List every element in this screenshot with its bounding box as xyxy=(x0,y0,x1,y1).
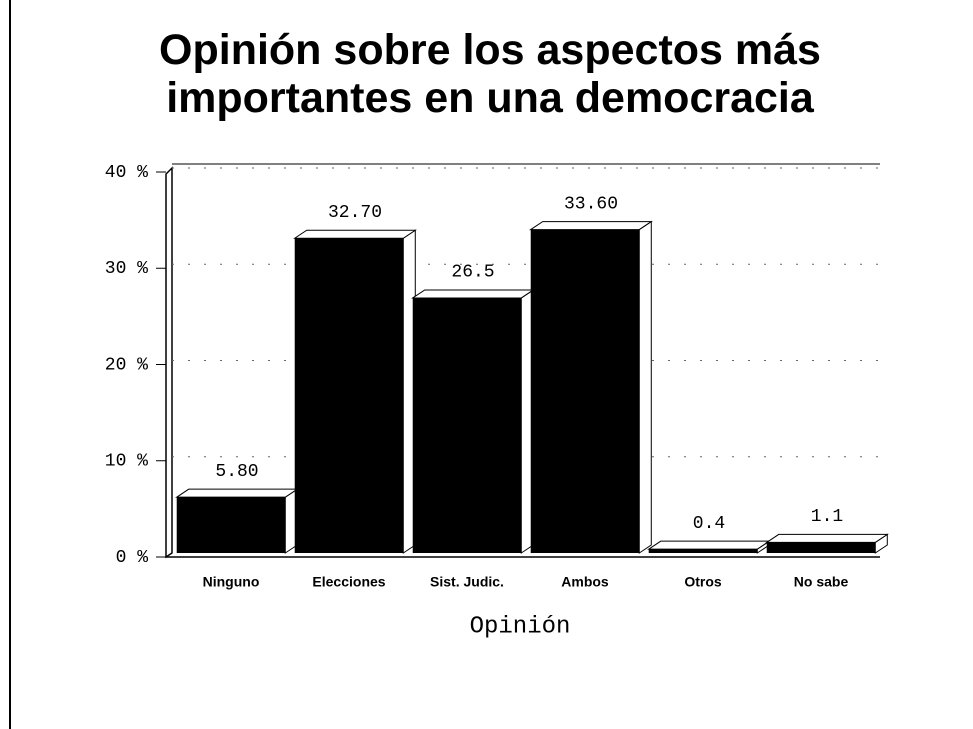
data-label: 32.70 xyxy=(328,203,382,223)
x-tick-label: Ambos xyxy=(561,574,609,590)
chart-title: Opinión sobre los aspectos más important… xyxy=(159,26,821,122)
x-axis-label: Opinión xyxy=(470,613,571,640)
bar-top xyxy=(529,221,653,231)
data-label: 33.60 xyxy=(564,194,618,214)
bar-top xyxy=(647,540,771,550)
bar xyxy=(766,542,876,553)
x-tick-label: Otros xyxy=(684,574,722,590)
x-tick-label: No sabe xyxy=(794,574,849,590)
bar xyxy=(530,229,640,553)
bar-top xyxy=(411,289,535,299)
bar xyxy=(648,549,758,553)
y-axis-wall xyxy=(165,166,173,559)
bar-top xyxy=(175,488,299,498)
x-tick-label: Ninguno xyxy=(203,574,260,590)
bar-top xyxy=(293,229,417,239)
data-label: 0.4 xyxy=(693,514,725,534)
bar xyxy=(412,297,522,553)
x-tick-label: Elecciones xyxy=(312,574,385,590)
data-label: 5.80 xyxy=(215,462,258,482)
data-label: 1.1 xyxy=(811,507,843,527)
x-tick-label: Sist. Judic. xyxy=(430,574,504,590)
bar xyxy=(176,497,286,553)
bar-side xyxy=(638,220,652,554)
y-tick-label: 30 % xyxy=(105,259,148,279)
y-tick-label: 0 % xyxy=(116,548,149,568)
data-label: 26.5 xyxy=(451,263,494,283)
y-tick-label: 10 % xyxy=(105,452,148,472)
bar-top xyxy=(765,533,889,543)
bar xyxy=(294,238,404,553)
y-tick-label: 40 % xyxy=(105,163,148,183)
y-tick-label: 20 % xyxy=(105,355,148,375)
